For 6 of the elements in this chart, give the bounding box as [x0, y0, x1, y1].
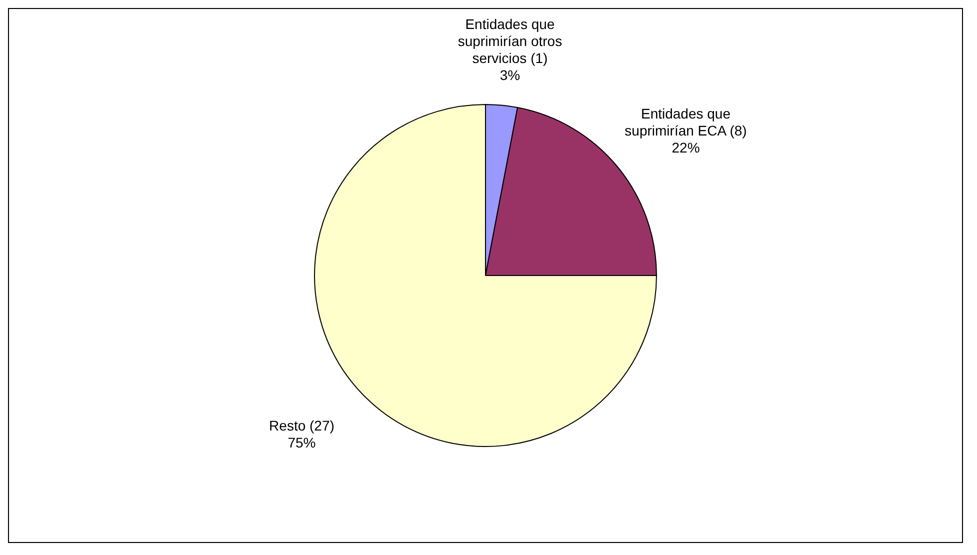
data-label: 22% — [672, 139, 700, 156]
data-label: 3% — [500, 66, 520, 83]
slice-label: Entidades que suprimirían otros servicios (1) — [458, 16, 562, 66]
slice-label: Resto (27) — [269, 418, 334, 434]
slice-label: Entidades que suprimirían ECA (8) — [624, 105, 747, 138]
data-label: 75% — [288, 434, 316, 451]
